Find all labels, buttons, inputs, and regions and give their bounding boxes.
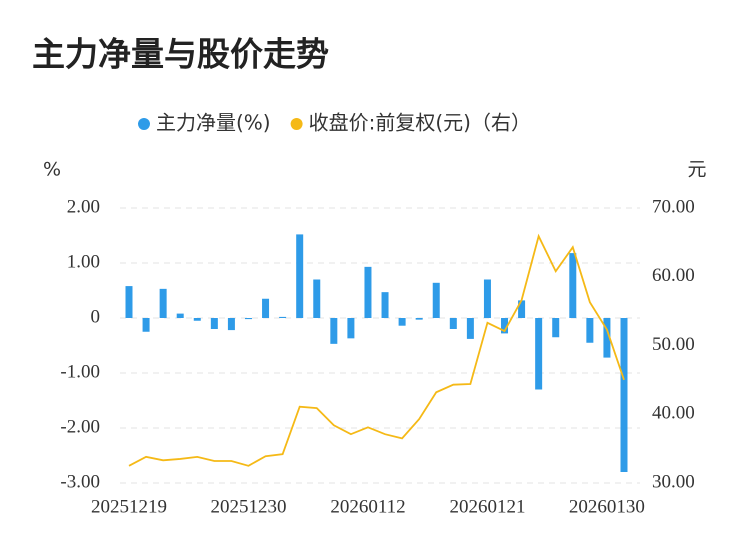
bar [586, 318, 594, 343]
legend: 主力净量(%) 收盘价:前复权(元)（右） [138, 111, 531, 135]
x-tick-label: 20251219 [91, 496, 167, 517]
bar [415, 318, 423, 320]
bar [193, 318, 201, 321]
bar [159, 288, 167, 318]
bar [176, 313, 184, 318]
y2-tick-label: 70.00 [652, 196, 695, 217]
y-tick-label: 1.00 [67, 251, 100, 272]
y2-tick-label: 30.00 [652, 471, 695, 492]
y-unit: % [43, 159, 61, 181]
legend-label: 主力净量(%) [156, 111, 271, 135]
bar [449, 318, 457, 329]
price-line [128, 233, 625, 467]
bar [364, 266, 372, 318]
bar [227, 318, 235, 331]
bar [518, 300, 526, 318]
bar [330, 318, 338, 344]
y-tick-label: 0 [91, 306, 101, 327]
legend-marker [290, 118, 303, 130]
x-tick-label: 20260130 [569, 496, 645, 517]
chart-title: 主力净量与股价走势 [32, 35, 329, 74]
bar [432, 282, 440, 318]
y2-tick-label: 40.00 [652, 403, 695, 424]
y2-tick-label: 60.00 [652, 265, 695, 286]
bar [603, 318, 611, 358]
y-tick-label: 2.00 [67, 196, 100, 217]
legend-marker [138, 118, 150, 130]
x-tick-label: 20260112 [330, 496, 405, 517]
y-tick-label: -3.00 [60, 471, 100, 492]
bar [552, 318, 560, 338]
bar [466, 318, 474, 339]
bar [620, 318, 628, 472]
bar [535, 318, 543, 390]
bar [501, 318, 509, 334]
bar [244, 318, 252, 320]
x-tick-label: 20251230 [210, 496, 286, 517]
bar [347, 318, 355, 339]
y-tick-label: -2.00 [60, 416, 100, 437]
y-tick-label: -1.00 [60, 361, 100, 382]
x-tick-label: 20260121 [449, 496, 525, 517]
bar [296, 234, 304, 318]
bar [381, 292, 389, 318]
y2-unit: 元 [687, 159, 706, 181]
bar [569, 253, 577, 318]
bar [142, 318, 150, 332]
y2-tick-label: 50.00 [652, 334, 695, 355]
bar [210, 318, 218, 329]
bar [398, 318, 406, 326]
bar [483, 279, 491, 318]
bar [125, 286, 133, 318]
bar [313, 279, 321, 318]
legend-label: 收盘价:前复权(元)（右） [309, 111, 531, 135]
bar [262, 298, 270, 318]
bar [279, 316, 287, 318]
